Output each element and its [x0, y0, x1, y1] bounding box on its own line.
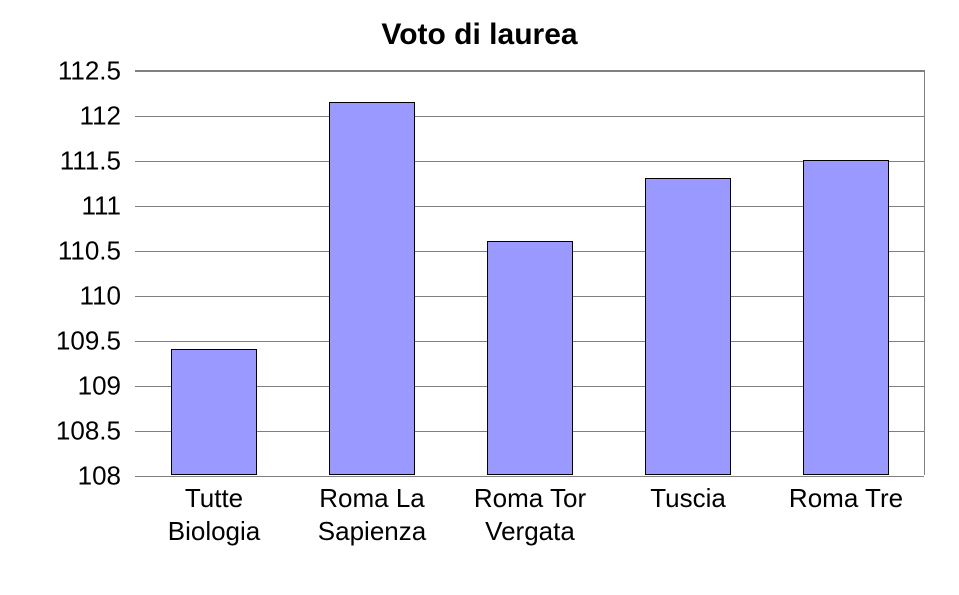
y-tick-label: 110: [80, 281, 121, 312]
y-tick-label: 112: [80, 101, 121, 132]
x-tick-label: Roma La Sapienza: [293, 482, 451, 547]
y-tick-label: 110.5: [58, 236, 121, 267]
bar: [645, 178, 732, 475]
x-tick-label: Roma Tre: [767, 482, 925, 515]
y-tick-label: 112.5: [58, 56, 121, 87]
y-tick-label: 109.5: [56, 326, 121, 357]
bar: [487, 241, 574, 475]
bar: [803, 160, 890, 475]
y-tick-label: 108: [78, 461, 121, 492]
x-tick-label: Tuscia: [609, 482, 767, 515]
chart-title: Voto di laurea: [0, 18, 959, 52]
x-tick-label: Tutte Biologia: [135, 482, 293, 547]
plot-area: 108108.5109109.5110110.5111111.5112112.5: [135, 70, 925, 475]
gridline: [135, 476, 924, 477]
chart-container: Voto di laurea 108108.5109109.5110110.51…: [0, 0, 959, 595]
y-tick-label: 109: [78, 371, 121, 402]
bar: [171, 349, 258, 475]
y-tick-label: 111.5: [60, 146, 121, 177]
bar: [329, 102, 416, 476]
y-tick-label: 108.5: [56, 416, 121, 447]
x-tick-label: Roma Tor Vergata: [451, 482, 609, 547]
y-tick-label: 111: [81, 191, 121, 222]
